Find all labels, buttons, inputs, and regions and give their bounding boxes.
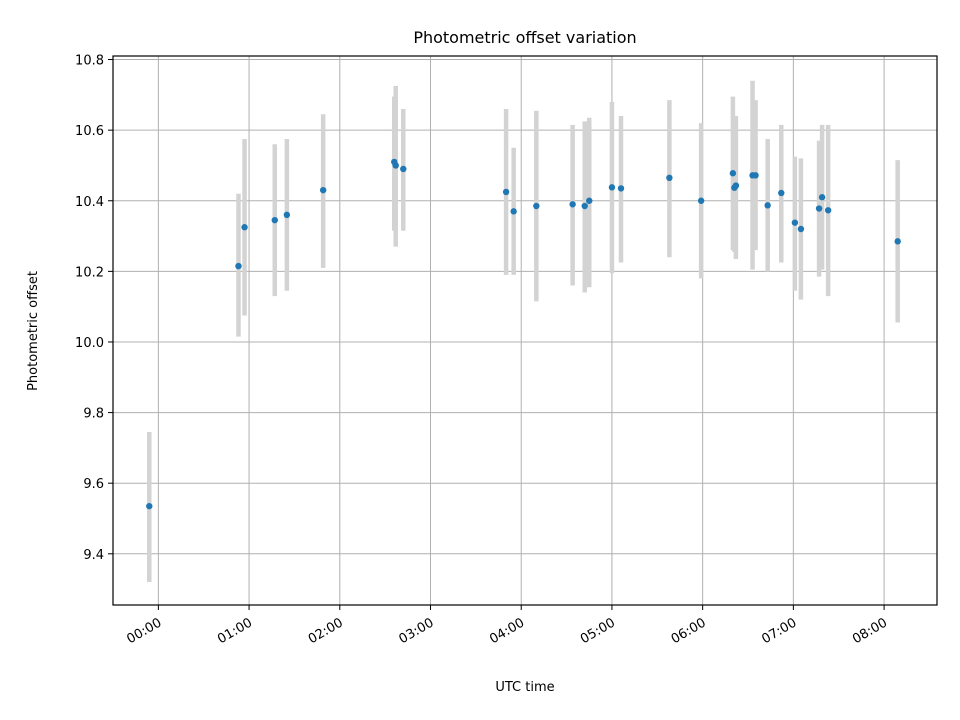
data-point: [235, 262, 242, 270]
y-tick-label: 10.0: [75, 336, 104, 351]
data-point: [894, 238, 901, 245]
data-point: [283, 211, 291, 219]
x-tick-label: 04:00: [487, 615, 527, 647]
x-tick-label: 07:00: [759, 615, 799, 647]
y-tick-label: 9.8: [83, 407, 104, 422]
data-point: [815, 205, 823, 212]
y-tick-label: 10.6: [75, 124, 104, 139]
data-point: [791, 219, 799, 226]
data-point: [581, 202, 588, 210]
x-tick-label: 00:00: [124, 615, 164, 647]
x-tick-label: 01:00: [215, 615, 255, 647]
y-tick-label: 10.4: [75, 195, 104, 210]
x-tick-label: 06:00: [669, 615, 709, 647]
data-point: [617, 185, 625, 192]
x-tick-label: 05:00: [578, 615, 618, 647]
data-point: [732, 182, 740, 189]
plot-frame: [112, 55, 938, 606]
data-point: [797, 225, 805, 233]
data-point: [400, 165, 407, 173]
chart-title: Photometric offset variation: [413, 28, 636, 47]
data-point: [697, 197, 705, 204]
y-axis-label: Photometric offset: [26, 271, 41, 391]
y-axis: 9.4 9.6 9.8 10.0 10.2 10.4 10.6 10.8: [75, 54, 113, 563]
errorbars: [147, 80, 900, 583]
data-point: [569, 201, 576, 208]
data-point: [241, 224, 248, 231]
y-tick-label: 9.4: [83, 548, 104, 563]
x-axis-label: UTC time: [495, 680, 554, 695]
data-point: [271, 216, 278, 224]
data-point: [729, 170, 737, 177]
data-points: [146, 158, 901, 510]
data-point: [666, 174, 673, 182]
data-point: [502, 188, 510, 196]
data-point: [392, 162, 399, 169]
data-point: [319, 186, 327, 194]
x-tick-label: 08:00: [850, 615, 890, 647]
data-point: [146, 502, 153, 510]
data-point: [824, 207, 832, 214]
data-point: [533, 202, 540, 210]
data-point: [586, 197, 593, 204]
y-tick-label: 10.8: [75, 54, 104, 69]
data-point: [510, 208, 517, 215]
x-tick-label: 03:00: [397, 615, 437, 647]
data-point: [778, 189, 785, 197]
y-tick-label: 9.6: [83, 477, 104, 492]
y-tick-label: 10.2: [75, 265, 104, 280]
data-point: [764, 202, 771, 209]
data-point: [752, 172, 759, 179]
x-axis: 00:00 01:00 02:00 03:00 04:00 05:00 06:00 07:00…: [124, 605, 890, 647]
data-point: [818, 194, 826, 201]
data-point: [608, 184, 616, 191]
x-tick-label: 02:00: [306, 615, 346, 647]
